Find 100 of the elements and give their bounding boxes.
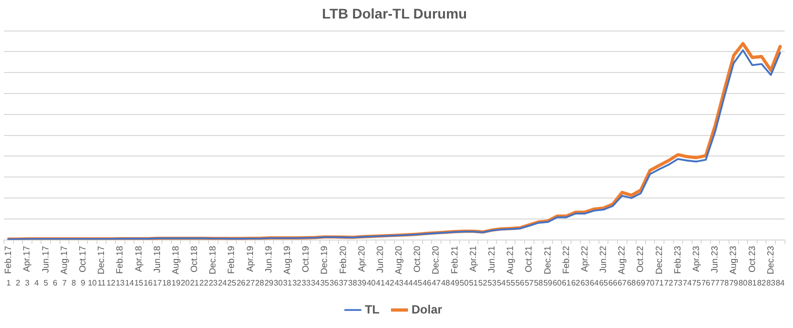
x-tick-label: Aug.22 [616, 246, 627, 274]
x2-tick-label: 33 [302, 278, 312, 288]
x2-tick-label: 55 [506, 278, 516, 288]
x2-tick-label: 13 [116, 278, 126, 288]
x2-tick-label: 53 [488, 278, 497, 288]
x-tick-label: Aug.17 [58, 246, 69, 274]
x2-tick-label: 1 [6, 278, 12, 288]
x2-tick-label: 49 [450, 278, 460, 288]
x-tick-label: Dec.21 [542, 246, 552, 274]
x-tick-label: Jun.20 [374, 246, 385, 273]
x2-tick-label: 43 [394, 278, 404, 288]
x-tick-label: Jun.17 [40, 246, 50, 273]
x-tick-label: Feb.21 [449, 246, 460, 274]
legend-label: TL [364, 302, 380, 316]
x2-tick-label: 80 [738, 278, 748, 288]
x-tick-label: Dec.22 [654, 246, 664, 274]
x2-tick-label: 54 [496, 278, 506, 288]
x-tick-label: Jun.18 [152, 246, 162, 273]
x2-tick-label: 61 [562, 278, 572, 288]
x-tick-label: Dec.17 [96, 246, 106, 274]
x2-tick-label: 11 [97, 278, 106, 288]
x-tick-label: Apr.21 [468, 246, 478, 272]
x2-tick-label: 21 [190, 278, 200, 288]
x2-tick-label: 20 [180, 278, 190, 288]
x2-tick-label: 34 [310, 278, 320, 288]
x-tick-label: Aug.21 [505, 246, 516, 274]
x2-tick-label: 12 [106, 278, 116, 288]
x2-tick-label: 51 [468, 278, 478, 288]
x-tick-label: Oct.22 [635, 246, 646, 272]
x2-tick-label: 76 [701, 278, 711, 288]
x-tick-label: Apr.19 [244, 246, 255, 272]
x2-tick-label: 65 [599, 278, 609, 288]
x-tick-label: Feb.22 [560, 246, 571, 274]
x-tick-label: Dec.18 [208, 246, 218, 274]
x2-tick-label: 4 [34, 278, 40, 288]
x2-tick-label: 59 [543, 278, 553, 288]
x2-tick-label: 22 [199, 278, 209, 288]
x2-tick-label: 66 [608, 278, 618, 288]
x2-tick-label: 79 [729, 278, 739, 288]
x2-tick-label: 52 [478, 278, 488, 288]
x2-tick-label: 58 [534, 278, 544, 288]
x2-tick-label: 83 [766, 278, 776, 288]
chart-title: LTB Dolar-TL Durumu [322, 5, 467, 22]
x-tick-label: Oct.19 [300, 246, 311, 272]
x2-tick-label: 16 [144, 278, 154, 288]
x2-tick-label: 71 [654, 278, 664, 288]
legend-label: Dolar [411, 302, 442, 316]
x2-tick-label: 29 [264, 278, 274, 288]
x2-tick-label: 9 [80, 278, 86, 288]
x-tick-label: Apr.17 [22, 246, 32, 272]
x2-tick-label: 64 [590, 278, 600, 288]
x2-tick-label: 67 [618, 278, 628, 288]
x2-tick-label: 26 [236, 278, 246, 288]
x2-tick-label: 56 [515, 278, 525, 288]
x2-tick-label: 73 [673, 278, 683, 288]
x2-tick-label: 42 [385, 278, 395, 288]
x2-tick-label: 44 [404, 278, 414, 288]
x2-tick-label: 40 [366, 278, 376, 288]
x2-tick-label: 41 [376, 278, 386, 288]
x-tick-label: Jun.23 [710, 246, 720, 273]
x2-tick-label: 72 [664, 278, 674, 288]
x2-tick-label: 37 [338, 278, 348, 288]
x2-tick-label: 69 [636, 278, 646, 288]
x-tick-label: Aug.18 [170, 246, 180, 274]
x-tick-label: Dec.20 [430, 246, 441, 274]
x2-tick-label: 15 [134, 278, 144, 288]
x-tick-label: Apr.18 [133, 246, 144, 272]
x2-tick-label: 25 [227, 278, 237, 288]
x-tick-label: Feb.19 [226, 246, 236, 274]
x2-tick-label: 7 [62, 278, 68, 288]
x-tick-label: Aug.23 [728, 246, 738, 274]
x-tick-label: Jun.22 [598, 246, 608, 273]
x-tick-label: Feb.17 [3, 246, 14, 274]
x-tick-label: Oct.23 [746, 246, 757, 272]
x-tick-label: Dec.19 [319, 246, 330, 274]
x2-tick-label: 57 [524, 278, 534, 288]
x-tick-label: Apr.20 [356, 246, 366, 272]
x2-tick-label: 8 [71, 278, 76, 288]
x-tick-label: Aug.20 [394, 246, 404, 274]
x2-tick-label: 47 [432, 278, 442, 288]
x2-tick-label: 45 [413, 278, 423, 288]
x2-tick-label: 19 [172, 278, 181, 288]
x-tick-label: Dec.23 [765, 246, 776, 274]
x-tick-label: Oct.18 [189, 246, 200, 272]
x2-tick-label: 6 [52, 278, 58, 288]
x2-tick-label: 38 [348, 278, 358, 288]
x2-tick-label: 62 [571, 278, 581, 288]
x2-tick-label: 81 [748, 278, 758, 288]
x2-tick-label: 68 [626, 278, 636, 288]
x-tick-label: Feb.23 [672, 246, 682, 274]
x2-tick-label: 27 [246, 278, 256, 288]
x2-tick-label: 84 [776, 278, 786, 288]
x2-tick-label: 77 [710, 278, 720, 288]
x2-tick-label: 70 [646, 278, 656, 288]
x2-tick-label: 36 [330, 278, 339, 288]
x2-tick-label: 39 [357, 278, 367, 288]
x2-tick-label: 48 [441, 278, 451, 288]
x2-tick-label: 10 [88, 278, 98, 288]
x-tick-label: Jun.19 [263, 246, 274, 273]
x2-tick-label: 3 [25, 278, 30, 288]
